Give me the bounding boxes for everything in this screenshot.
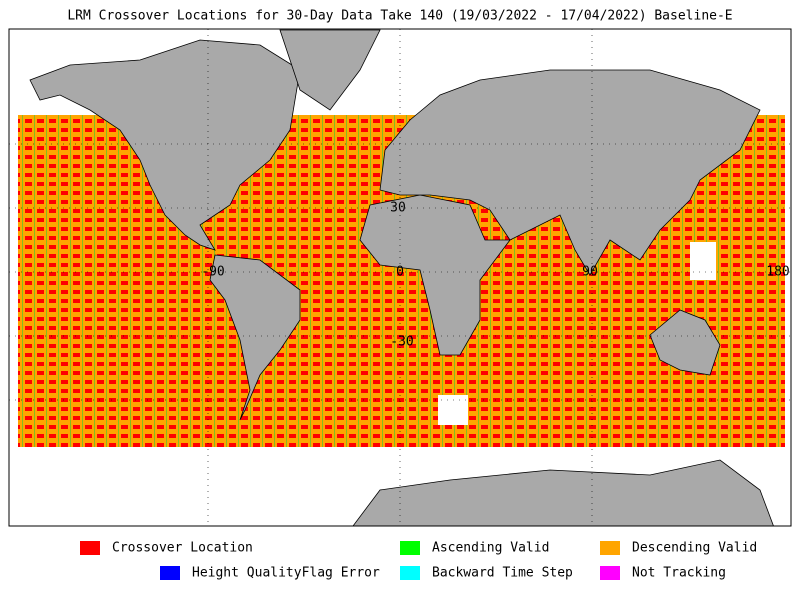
map-frame bbox=[8, 28, 792, 527]
north-america bbox=[29, 39, 301, 251]
grid-label: -30 bbox=[390, 335, 413, 350]
legend-label: Ascending Valid bbox=[432, 541, 549, 556]
legend: Crossover Location Ascending Valid Descend… bbox=[80, 541, 757, 581]
legend-label: Crossover Location bbox=[112, 541, 253, 556]
australia bbox=[649, 309, 721, 376]
map-title: LRM Crossover Locations for 30-Day Data … bbox=[67, 9, 732, 24]
antarctica bbox=[352, 459, 774, 526]
legend-label: Not Tracking bbox=[632, 566, 726, 581]
legend-label: Height QualityFlag Error bbox=[192, 566, 380, 581]
legend-swatch bbox=[160, 566, 180, 580]
legend-swatch bbox=[400, 566, 420, 580]
coverage-gap bbox=[690, 242, 716, 280]
africa bbox=[359, 194, 511, 356]
greenland bbox=[279, 29, 381, 111]
grid-label: 30 bbox=[390, 201, 406, 216]
grid-label: -90 bbox=[201, 265, 224, 280]
grid-label: 90 bbox=[582, 265, 598, 280]
coverage-gap bbox=[438, 395, 468, 425]
south-america bbox=[209, 254, 301, 421]
legend-swatch bbox=[600, 541, 620, 555]
legend-label: Descending Valid bbox=[632, 541, 757, 556]
legend-label: Backward Time Step bbox=[432, 566, 573, 581]
legend-swatch bbox=[80, 541, 100, 555]
legend-swatch bbox=[400, 541, 420, 555]
grid-labels: 30 -90 0 90 180 -30 bbox=[201, 201, 789, 350]
eurasia bbox=[379, 69, 761, 276]
graticule bbox=[9, 29, 791, 526]
legend-swatch bbox=[600, 566, 620, 580]
grid-label: 0 bbox=[396, 265, 404, 280]
grid-label: 180 bbox=[766, 265, 789, 280]
map-area bbox=[9, 29, 791, 526]
